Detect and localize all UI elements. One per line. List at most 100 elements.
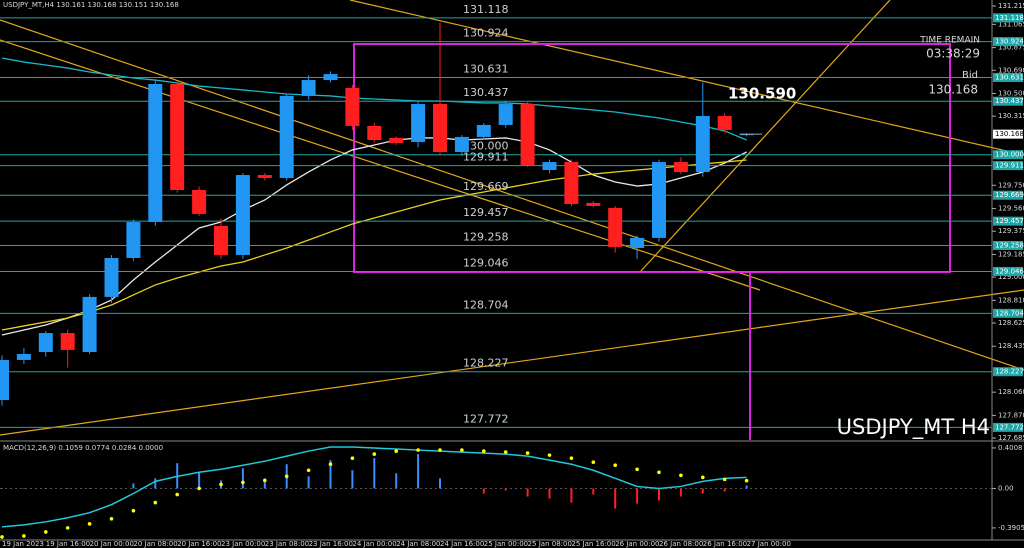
- signal-dot: [284, 474, 289, 479]
- candle-body: [0, 359, 9, 400]
- candle-body: [433, 104, 447, 153]
- macd-bar: [723, 488, 726, 492]
- macd-bar: [1, 488, 3, 489]
- macd-bar: [570, 488, 573, 503]
- signal-dot: [372, 452, 377, 456]
- level-label: 129.046: [463, 256, 509, 269]
- macd-bar: [701, 488, 704, 494]
- y-tick-label: 130.315: [998, 112, 1024, 120]
- y-tick-label: 131.215: [998, 2, 1024, 10]
- y-tick-label: -0.3905: [998, 524, 1024, 532]
- candle-body: [652, 162, 666, 238]
- trend-line: [0, 289, 1024, 436]
- level-label: 129.258: [463, 231, 509, 244]
- signal-dot: [722, 477, 727, 482]
- y-tick-label: 129.750: [998, 181, 1024, 189]
- y-tick-label: 129.375: [998, 227, 1024, 235]
- signal-dot: [197, 486, 201, 491]
- macd-line: [1, 446, 747, 528]
- x-tick-label: 25 Jan 00:00: [484, 540, 528, 548]
- level-price-box: [993, 266, 1023, 276]
- signal-dot: [635, 467, 639, 472]
- macd-bar: [66, 488, 69, 489]
- time-remain-label: TIME REMAIN: [919, 36, 980, 46]
- time-remain: 03:38:29: [926, 47, 980, 61]
- level-label: 129.669: [463, 180, 509, 193]
- macd-bar: [679, 488, 682, 497]
- x-tick-label: 20 Jan 08:00: [133, 540, 177, 548]
- level-price-box: [993, 37, 1023, 47]
- x-tick-label: 19 Jan 2023: [2, 540, 44, 548]
- macd-bar: [745, 485, 748, 489]
- y-tick-label: 128.810: [998, 296, 1024, 304]
- candle-body: [454, 136, 469, 153]
- bid-label: Bid: [962, 70, 978, 81]
- macd-bar: [658, 488, 660, 501]
- candle-body: [279, 95, 294, 178]
- candle-body: [498, 104, 513, 125]
- level-price-label: 130.000: [995, 151, 1024, 159]
- candle-body: [301, 80, 316, 96]
- signal-dot: [394, 449, 399, 453]
- candle-body: [235, 175, 250, 255]
- signal-dot: [482, 449, 486, 453]
- macd-bar: [395, 473, 398, 489]
- y-tick-label: 129.000: [998, 273, 1024, 281]
- level-label: 129.457: [463, 206, 509, 219]
- x-tick-label: 26 Jan 16:00: [703, 540, 747, 548]
- macd-bar: [198, 472, 201, 489]
- macd-bar: [614, 488, 617, 509]
- chart-header: USDJPY_MT,H4 130.161 130.168 130.151 130…: [3, 1, 179, 9]
- signal-dot: [219, 482, 223, 487]
- candle-body: [214, 225, 228, 255]
- level-price-box: [993, 367, 1023, 377]
- y-tick-label: 130.690: [998, 66, 1024, 74]
- candle-body: [38, 333, 53, 352]
- y-tick-label: 130.875: [998, 44, 1024, 52]
- range-box: [353, 43, 951, 273]
- candle-body: [16, 353, 31, 360]
- level-label: 129.911: [463, 151, 509, 164]
- x-tick-label: 23 Jan 16:00: [309, 540, 353, 548]
- level-label: 130.924: [463, 27, 509, 40]
- x-tick-label: 24 Jan 00:00: [352, 540, 396, 548]
- macd-bar: [526, 488, 529, 497]
- high-label: 130.590: [728, 85, 796, 103]
- level-price-label: 129.669: [995, 191, 1024, 199]
- signal-dot: [416, 448, 420, 452]
- level-price-box: [993, 190, 1023, 200]
- signal-dot: [613, 463, 617, 468]
- candle-body: [367, 125, 382, 141]
- candle-body: [345, 88, 360, 126]
- signal-dot: [657, 470, 661, 475]
- level-price-box: [993, 161, 1023, 171]
- macd-bar: [351, 470, 354, 489]
- level-label: 128.704: [463, 298, 509, 311]
- candle-body: [389, 137, 404, 143]
- macd-bar: [439, 478, 441, 489]
- candle-body: [476, 124, 491, 137]
- y-tick-label: 0.4008: [998, 444, 1023, 452]
- macd-bar: [241, 468, 244, 489]
- signal-dot: [525, 451, 530, 455]
- candle-body: [542, 162, 557, 171]
- macd-bar: [263, 478, 266, 489]
- candle-body: [608, 207, 623, 247]
- candle-body: [520, 104, 535, 165]
- level-price-box: [993, 308, 1023, 318]
- y-tick-label: 129.560: [998, 205, 1024, 213]
- level-price-label: 129.046: [995, 267, 1024, 275]
- macd-bar: [482, 488, 485, 494]
- signal-dot: [87, 522, 92, 526]
- watermark: USDJPY_MT H4: [837, 415, 990, 440]
- macd-bar: [154, 478, 157, 489]
- level-price-label: 129.911: [995, 162, 1024, 170]
- candle-body: [104, 258, 119, 297]
- macd-bar: [636, 488, 639, 504]
- level-price-label: 129.258: [995, 242, 1024, 250]
- y-tick-label: 128.060: [998, 388, 1024, 396]
- signal-dot: [153, 500, 158, 505]
